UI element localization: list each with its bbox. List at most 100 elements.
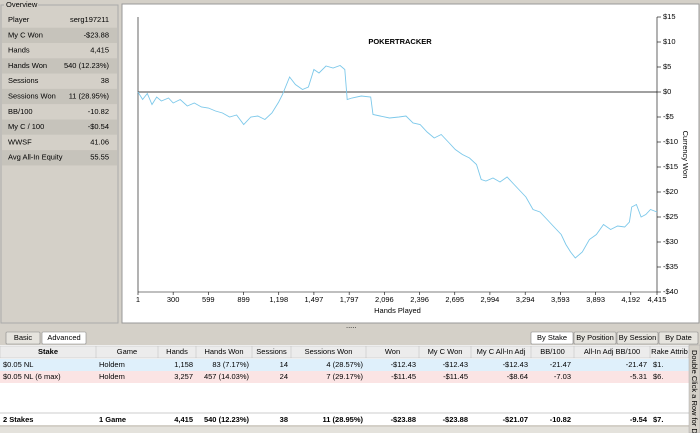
table-cell[interactable]: -9.54: [630, 415, 648, 424]
x-tick-label: 1,497: [305, 295, 324, 304]
table-cell[interactable]: -$12.43: [503, 360, 528, 369]
column-header[interactable]: Hands Won: [204, 347, 243, 356]
button[interactable]: [5, 331, 41, 345]
column-header[interactable]: Sessions Won: [305, 347, 353, 356]
y-tick-label: -$25: [663, 212, 678, 221]
table-cell[interactable]: -10.82: [550, 415, 571, 424]
stat-value: serg197211: [70, 15, 109, 24]
table-cell[interactable]: $6.: [653, 372, 663, 381]
table-cell[interactable]: $7.: [653, 415, 663, 424]
column-header[interactable]: My C All-In Adj: [477, 347, 526, 356]
data-table: Stake Game Hands Hands Won Sessions Sessions …: [3, 346, 688, 424]
x-tick-label: 4,415: [648, 295, 667, 304]
table-cell[interactable]: -$21.07: [503, 415, 528, 424]
table-cell[interactable]: 1 Game: [99, 415, 126, 424]
overview-frame: [0, 4, 119, 324]
table-cell[interactable]: -$12.43: [443, 360, 468, 369]
table-bg: [0, 345, 689, 425]
table-cell[interactable]: $1.: [653, 360, 663, 369]
stat-value: 41.06: [90, 137, 109, 146]
table-cell[interactable]: 2 Stakes: [3, 415, 33, 424]
stat-label: WWSF: [8, 137, 32, 146]
y-tick-label: -$30: [663, 237, 678, 246]
table-cell[interactable]: Holdem: [99, 372, 125, 381]
overview-title-bg: [4, 1, 38, 9]
column-header[interactable]: BB/100: [540, 347, 565, 356]
column-header[interactable]: Hands: [166, 347, 188, 356]
y-tick-label: -$40: [663, 287, 678, 296]
table-cell[interactable]: -$23.88: [443, 415, 468, 424]
table-cell[interactable]: 83 (7.17%): [212, 360, 249, 369]
x-tick-label: 1,797: [340, 295, 359, 304]
column-header[interactable]: Rake Attrib: [651, 347, 688, 356]
overview-row-bg: [2, 119, 117, 135]
table-cell[interactable]: 1,158: [174, 360, 193, 369]
column-header[interactable]: Sessions: [256, 347, 287, 356]
table-cell[interactable]: -$12.43: [391, 360, 416, 369]
table-cell[interactable]: -$11.45: [391, 372, 416, 381]
button[interactable]: [658, 331, 699, 345]
table-cell[interactable]: $0.05 NL (6 max): [3, 372, 61, 381]
y-tick-label: -$15: [663, 162, 678, 171]
y-tick-label: $15: [663, 12, 676, 21]
table-cell[interactable]: 3,257: [174, 372, 193, 381]
button-label[interactable]: By Position: [576, 333, 614, 342]
table-cell[interactable]: 7 (29.17%): [326, 372, 363, 381]
x-tick-label: 3,593: [551, 295, 570, 304]
button-label[interactable]: By Stake: [537, 333, 567, 342]
button-label[interactable]: By Date: [665, 333, 692, 342]
table-cell[interactable]: -21.47: [550, 360, 571, 369]
row-bg: [0, 359, 689, 371]
stat-value: 4,415: [90, 46, 109, 55]
table-cell[interactable]: 4,415: [174, 415, 193, 424]
button[interactable]: [616, 331, 659, 345]
button[interactable]: [573, 331, 617, 345]
column-header[interactable]: Stake: [38, 347, 58, 356]
table-cell[interactable]: 38: [280, 415, 288, 424]
x-tick-label: 899: [237, 295, 250, 304]
series-line: [137, 64, 658, 259]
table-cell[interactable]: Holdem: [99, 360, 125, 369]
x-tick-label: 3,294: [516, 295, 535, 304]
stat-value: 38: [101, 76, 109, 85]
y-tick-label: -$5: [663, 112, 674, 121]
table-cell[interactable]: 457 (14.03%): [204, 372, 250, 381]
y-tick-label: $0: [663, 87, 671, 96]
button-label[interactable]: Basic: [14, 333, 33, 342]
y-tick-label: -$35: [663, 262, 678, 271]
stat-value: 11 (28.95%): [69, 91, 110, 100]
column-header[interactable]: Game: [117, 347, 137, 356]
table-cell[interactable]: 4 (28.57%): [326, 360, 363, 369]
scrollbar[interactable]: [0, 427, 689, 433]
column-header[interactable]: Won: [385, 347, 400, 356]
column-header[interactable]: All-In Adj BB/100: [584, 347, 640, 356]
button-label[interactable]: By Session: [619, 333, 657, 342]
button[interactable]: [41, 331, 87, 345]
button[interactable]: [530, 331, 574, 345]
table-cell[interactable]: -5.31: [630, 372, 647, 381]
table-cell[interactable]: -7.03: [554, 372, 571, 381]
table-cell[interactable]: $0.05 NL: [3, 360, 33, 369]
table-cell[interactable]: 24: [280, 372, 288, 381]
table-cell[interactable]: 540 (12.23%): [204, 415, 250, 424]
side-note: Double Click a Row for Details: [690, 350, 699, 433]
y-tick-label: -$10: [663, 137, 678, 146]
table-cell[interactable]: -$8.64: [507, 372, 528, 381]
y-tick-label: -$20: [663, 187, 678, 196]
stat-label: Sessions Won: [8, 91, 56, 100]
table-cell[interactable]: -21.47: [626, 360, 647, 369]
stat-label: Avg All-In Equity: [8, 153, 63, 162]
chart-frame: [121, 3, 700, 324]
overview-row-bg: [2, 27, 117, 43]
overview-row-bg: [2, 73, 117, 89]
table-cell[interactable]: -$11.45: [443, 372, 468, 381]
table-cell[interactable]: 14: [280, 360, 288, 369]
x-tick-label: 3,893: [586, 295, 605, 304]
table-cell[interactable]: -$23.88: [391, 415, 416, 424]
x-tick-label: 2,994: [481, 295, 500, 304]
table-cell[interactable]: 11 (28.95%): [323, 415, 364, 424]
x-tick-label: 2,396: [410, 295, 429, 304]
button-label[interactable]: Advanced: [47, 333, 80, 342]
column-header[interactable]: My C Won: [428, 347, 463, 356]
